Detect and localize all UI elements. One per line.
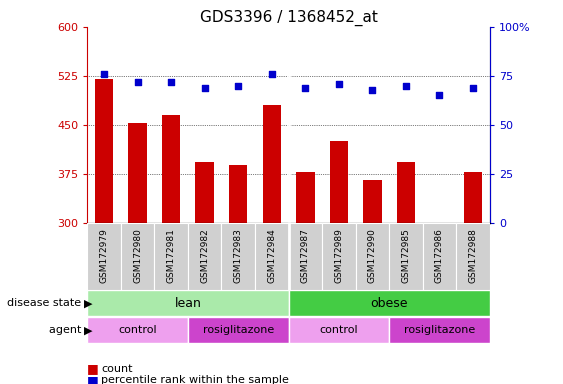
Point: [167, 79, 176, 85]
Text: ■: ■: [87, 362, 103, 375]
Bar: [95, 79, 113, 223]
Point: [267, 71, 276, 77]
Text: GSM172985: GSM172985: [401, 228, 410, 283]
Text: obese: obese: [370, 297, 408, 310]
Text: disease state: disease state: [7, 298, 84, 308]
FancyBboxPatch shape: [289, 317, 389, 343]
Text: lean: lean: [175, 297, 202, 310]
Point: [301, 84, 310, 91]
FancyBboxPatch shape: [289, 290, 490, 316]
FancyBboxPatch shape: [87, 290, 289, 316]
Text: ▶: ▶: [84, 325, 93, 335]
Point: [435, 92, 444, 98]
Text: GSM172986: GSM172986: [435, 228, 444, 283]
Text: rosiglitazone: rosiglitazone: [404, 325, 475, 335]
Bar: [262, 105, 281, 223]
Point: [368, 86, 377, 93]
Text: percentile rank within the sample: percentile rank within the sample: [101, 375, 289, 384]
FancyBboxPatch shape: [87, 223, 121, 290]
Bar: [397, 162, 415, 223]
Bar: [128, 124, 147, 223]
Bar: [296, 172, 315, 223]
Text: ▶: ▶: [84, 298, 93, 308]
FancyBboxPatch shape: [322, 223, 356, 290]
Title: GDS3396 / 1368452_at: GDS3396 / 1368452_at: [200, 9, 377, 25]
Point: [234, 83, 243, 89]
Bar: [162, 115, 180, 223]
Bar: [363, 180, 382, 223]
Text: control: control: [320, 325, 358, 335]
Text: GSM172990: GSM172990: [368, 228, 377, 283]
Text: count: count: [101, 364, 133, 374]
FancyBboxPatch shape: [356, 223, 389, 290]
Point: [468, 84, 477, 91]
Text: GSM172981: GSM172981: [167, 228, 176, 283]
Text: GSM172984: GSM172984: [267, 228, 276, 283]
Text: GSM172989: GSM172989: [334, 228, 343, 283]
FancyBboxPatch shape: [289, 223, 322, 290]
Point: [100, 71, 109, 77]
Text: GSM172979: GSM172979: [100, 228, 109, 283]
Text: rosiglitazone: rosiglitazone: [203, 325, 274, 335]
FancyBboxPatch shape: [423, 223, 456, 290]
Bar: [329, 141, 348, 223]
FancyBboxPatch shape: [221, 223, 255, 290]
FancyBboxPatch shape: [389, 223, 423, 290]
Point: [401, 83, 410, 89]
Text: agent: agent: [48, 325, 84, 335]
Text: GSM172988: GSM172988: [468, 228, 477, 283]
Bar: [464, 172, 482, 223]
FancyBboxPatch shape: [87, 317, 188, 343]
Bar: [195, 162, 214, 223]
Text: GSM172980: GSM172980: [133, 228, 142, 283]
Text: GSM172987: GSM172987: [301, 228, 310, 283]
Text: GSM172982: GSM172982: [200, 228, 209, 283]
FancyBboxPatch shape: [188, 223, 221, 290]
Point: [133, 79, 142, 85]
Point: [200, 84, 209, 91]
FancyBboxPatch shape: [389, 317, 490, 343]
FancyBboxPatch shape: [188, 317, 289, 343]
Text: control: control: [118, 325, 157, 335]
Text: GSM172983: GSM172983: [234, 228, 243, 283]
Text: ■: ■: [87, 374, 103, 384]
FancyBboxPatch shape: [154, 223, 188, 290]
Point: [334, 81, 343, 87]
FancyBboxPatch shape: [255, 223, 289, 290]
FancyBboxPatch shape: [456, 223, 490, 290]
Bar: [229, 165, 248, 223]
FancyBboxPatch shape: [121, 223, 154, 290]
